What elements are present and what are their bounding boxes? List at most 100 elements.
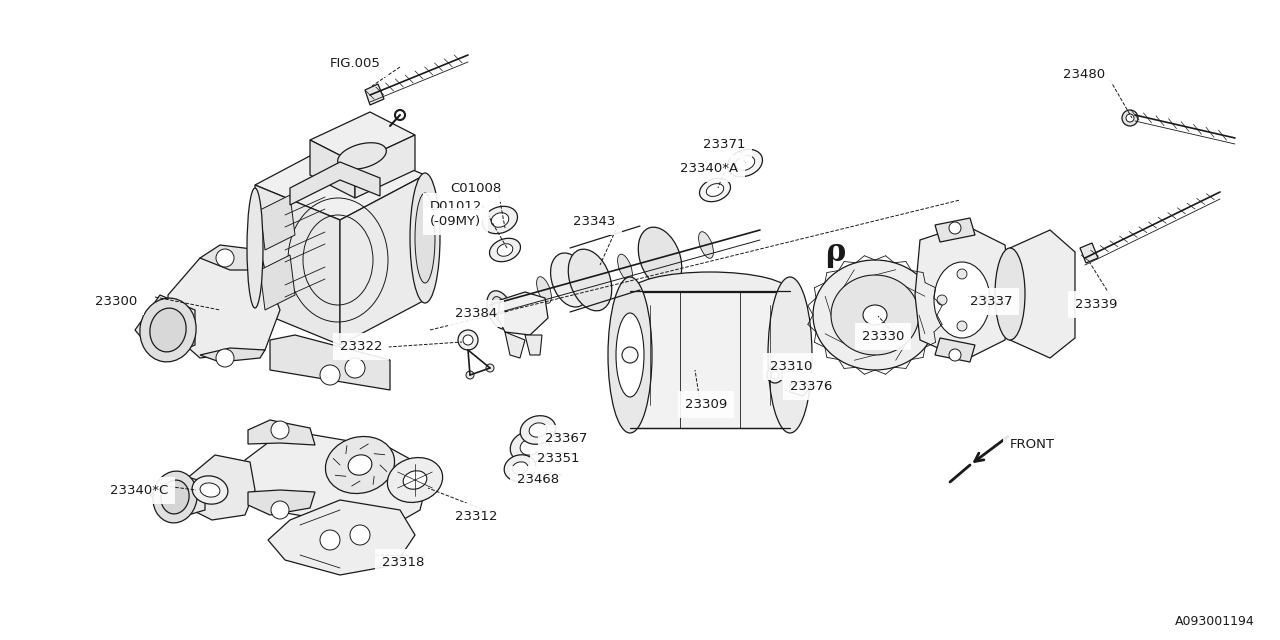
Ellipse shape (150, 308, 186, 352)
Ellipse shape (568, 249, 612, 311)
Ellipse shape (536, 276, 552, 303)
Circle shape (957, 321, 966, 331)
Ellipse shape (658, 243, 673, 269)
Polygon shape (1010, 230, 1075, 358)
Ellipse shape (511, 431, 549, 463)
Ellipse shape (577, 266, 591, 292)
Polygon shape (915, 225, 1010, 360)
Polygon shape (255, 185, 340, 345)
Text: D01012: D01012 (430, 200, 483, 213)
Text: 23343: 23343 (573, 215, 616, 228)
Ellipse shape (492, 212, 508, 227)
Text: 23371: 23371 (703, 138, 745, 151)
Circle shape (349, 525, 370, 545)
Text: 23468: 23468 (517, 473, 559, 486)
Ellipse shape (727, 149, 763, 177)
Text: C01008: C01008 (451, 182, 502, 195)
Text: 23376: 23376 (790, 380, 832, 393)
Polygon shape (241, 430, 430, 530)
Polygon shape (150, 475, 205, 518)
Ellipse shape (504, 455, 536, 481)
Circle shape (1126, 114, 1134, 122)
Text: 23309: 23309 (685, 398, 727, 411)
Circle shape (977, 295, 987, 305)
Ellipse shape (630, 272, 790, 312)
Ellipse shape (707, 184, 723, 196)
Circle shape (216, 349, 234, 367)
Ellipse shape (338, 143, 387, 169)
Text: FIG.005: FIG.005 (330, 57, 381, 70)
Ellipse shape (735, 156, 755, 170)
Circle shape (216, 249, 234, 267)
Ellipse shape (489, 238, 521, 262)
Polygon shape (255, 140, 425, 220)
Text: 23337: 23337 (970, 295, 1012, 308)
Text: 23340*A: 23340*A (680, 162, 739, 175)
Text: 23367: 23367 (545, 432, 588, 445)
Ellipse shape (483, 206, 517, 234)
Ellipse shape (410, 173, 440, 303)
Polygon shape (260, 195, 294, 250)
Polygon shape (248, 420, 315, 445)
Polygon shape (248, 490, 315, 515)
Ellipse shape (161, 480, 189, 514)
Text: A093001194: A093001194 (1175, 615, 1254, 628)
Ellipse shape (492, 296, 508, 323)
Polygon shape (498, 292, 548, 335)
Text: 23340*C: 23340*C (110, 484, 168, 497)
Ellipse shape (934, 262, 989, 338)
Polygon shape (168, 258, 280, 358)
Circle shape (771, 371, 780, 379)
Circle shape (937, 295, 947, 305)
Circle shape (320, 530, 340, 550)
Polygon shape (630, 292, 790, 428)
Polygon shape (1080, 243, 1098, 263)
Ellipse shape (512, 462, 527, 474)
Ellipse shape (639, 227, 682, 289)
Circle shape (271, 501, 289, 519)
Ellipse shape (831, 275, 919, 355)
Polygon shape (310, 140, 355, 198)
Ellipse shape (140, 298, 196, 362)
Ellipse shape (529, 423, 547, 437)
Text: ρ: ρ (824, 237, 845, 268)
Text: (-09MY): (-09MY) (430, 215, 481, 228)
Text: 23480: 23480 (1062, 68, 1105, 81)
Polygon shape (355, 135, 415, 198)
Ellipse shape (200, 483, 220, 497)
Text: 23339: 23339 (1075, 298, 1117, 311)
Ellipse shape (699, 232, 713, 259)
Ellipse shape (618, 254, 632, 281)
Text: 23330: 23330 (861, 330, 905, 343)
Circle shape (957, 269, 966, 279)
Circle shape (346, 358, 365, 378)
Ellipse shape (247, 188, 262, 308)
Ellipse shape (699, 179, 731, 202)
Polygon shape (340, 175, 425, 345)
Ellipse shape (520, 416, 556, 444)
Ellipse shape (863, 305, 887, 325)
Polygon shape (790, 380, 810, 396)
Polygon shape (310, 112, 415, 163)
Circle shape (622, 347, 637, 363)
Polygon shape (270, 335, 390, 390)
Ellipse shape (497, 244, 513, 256)
Circle shape (466, 371, 474, 379)
Ellipse shape (325, 436, 394, 493)
Polygon shape (934, 218, 975, 242)
Text: FRONT: FRONT (1010, 438, 1055, 451)
Ellipse shape (192, 476, 228, 504)
Ellipse shape (348, 455, 372, 475)
Text: 23300: 23300 (95, 295, 137, 308)
Polygon shape (525, 335, 541, 355)
Polygon shape (268, 500, 415, 575)
Circle shape (767, 367, 783, 383)
Polygon shape (934, 338, 975, 362)
Ellipse shape (486, 291, 513, 329)
Ellipse shape (415, 193, 435, 283)
Circle shape (486, 364, 494, 372)
Circle shape (948, 349, 961, 361)
Circle shape (948, 222, 961, 234)
Circle shape (1123, 110, 1138, 126)
Ellipse shape (813, 260, 937, 370)
